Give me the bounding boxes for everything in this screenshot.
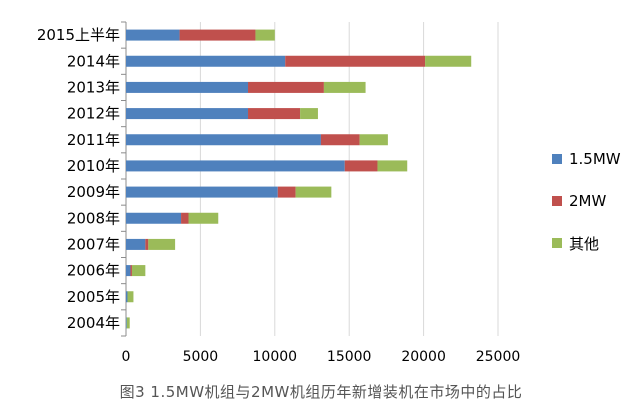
y-tick-label: 2009年 (67, 183, 120, 201)
bar-segment (248, 108, 301, 120)
x-tick-label: 5000 (183, 349, 219, 365)
bar-segment (131, 265, 146, 277)
bar-segment (126, 212, 182, 224)
bar-segment (320, 134, 360, 146)
figure-caption: 图3 1.5MW机组与2MW机组历年新增装机在市场中的占比 (119, 383, 523, 401)
y-tick-label: 2010年 (67, 157, 120, 175)
legend-item: 2MW (552, 190, 621, 212)
y-tick-label: 2004年 (67, 314, 120, 332)
y-tick-label: 2008年 (67, 209, 120, 227)
legend: 1.5MW 2MW 其他 (552, 148, 621, 274)
y-tick-label: 2007年 (67, 235, 120, 253)
bar-segment (248, 81, 324, 93)
bar-segment (126, 134, 321, 146)
bar-segment (277, 186, 296, 198)
y-tick-label: 2015上半年 (37, 26, 120, 44)
y-tick-label: 2011年 (67, 131, 120, 149)
bar-segment (126, 160, 345, 172)
bar-segment (323, 81, 366, 93)
bar-segment (300, 108, 318, 120)
bar-segment (130, 265, 132, 277)
legend-label: 1.5MW (569, 150, 621, 168)
bar-segment (126, 317, 127, 329)
legend-label: 2MW (569, 192, 607, 210)
bar-segment (126, 238, 146, 250)
bar-segment (127, 291, 134, 303)
legend-item: 其他 (552, 232, 621, 254)
y-tick-label: 2005年 (67, 288, 120, 306)
legend-label: 其他 (569, 234, 600, 253)
y-tick-label: 2012年 (67, 105, 120, 123)
x-tick-label: 15000 (327, 349, 372, 365)
bar-segment (179, 29, 256, 41)
x-tick-label: 10000 (253, 349, 298, 365)
bar-segment (126, 317, 130, 329)
x-tick-label: 0 (122, 349, 131, 365)
legend-swatch (552, 196, 562, 206)
legend-item: 1.5MW (552, 148, 621, 170)
bar-segment (181, 212, 189, 224)
bar-segment (126, 29, 180, 41)
bar-segment (126, 186, 278, 198)
bar-segment (425, 55, 472, 67)
bar-segment (285, 55, 426, 67)
legend-swatch (552, 238, 562, 248)
y-tick-label: 2014年 (67, 52, 120, 70)
bar-segment (295, 186, 332, 198)
bar-segment (126, 81, 249, 93)
bar-segment (188, 212, 219, 224)
bar-segment (126, 265, 131, 277)
bar-segment (126, 55, 286, 67)
bar-segment (377, 160, 408, 172)
bar-segment (344, 160, 378, 172)
y-tick-label: 2006年 (67, 262, 120, 280)
x-tick-label: 20000 (401, 349, 446, 365)
bar-segment (359, 134, 388, 146)
bar-segment (145, 238, 149, 250)
legend-swatch (552, 154, 562, 164)
x-tick-label: 25000 (476, 349, 521, 365)
y-tick-label: 2013年 (67, 78, 120, 96)
bar-segment (126, 108, 249, 120)
bar-segment (126, 291, 128, 303)
bar-segment (255, 29, 275, 41)
bar-segment (148, 238, 176, 250)
